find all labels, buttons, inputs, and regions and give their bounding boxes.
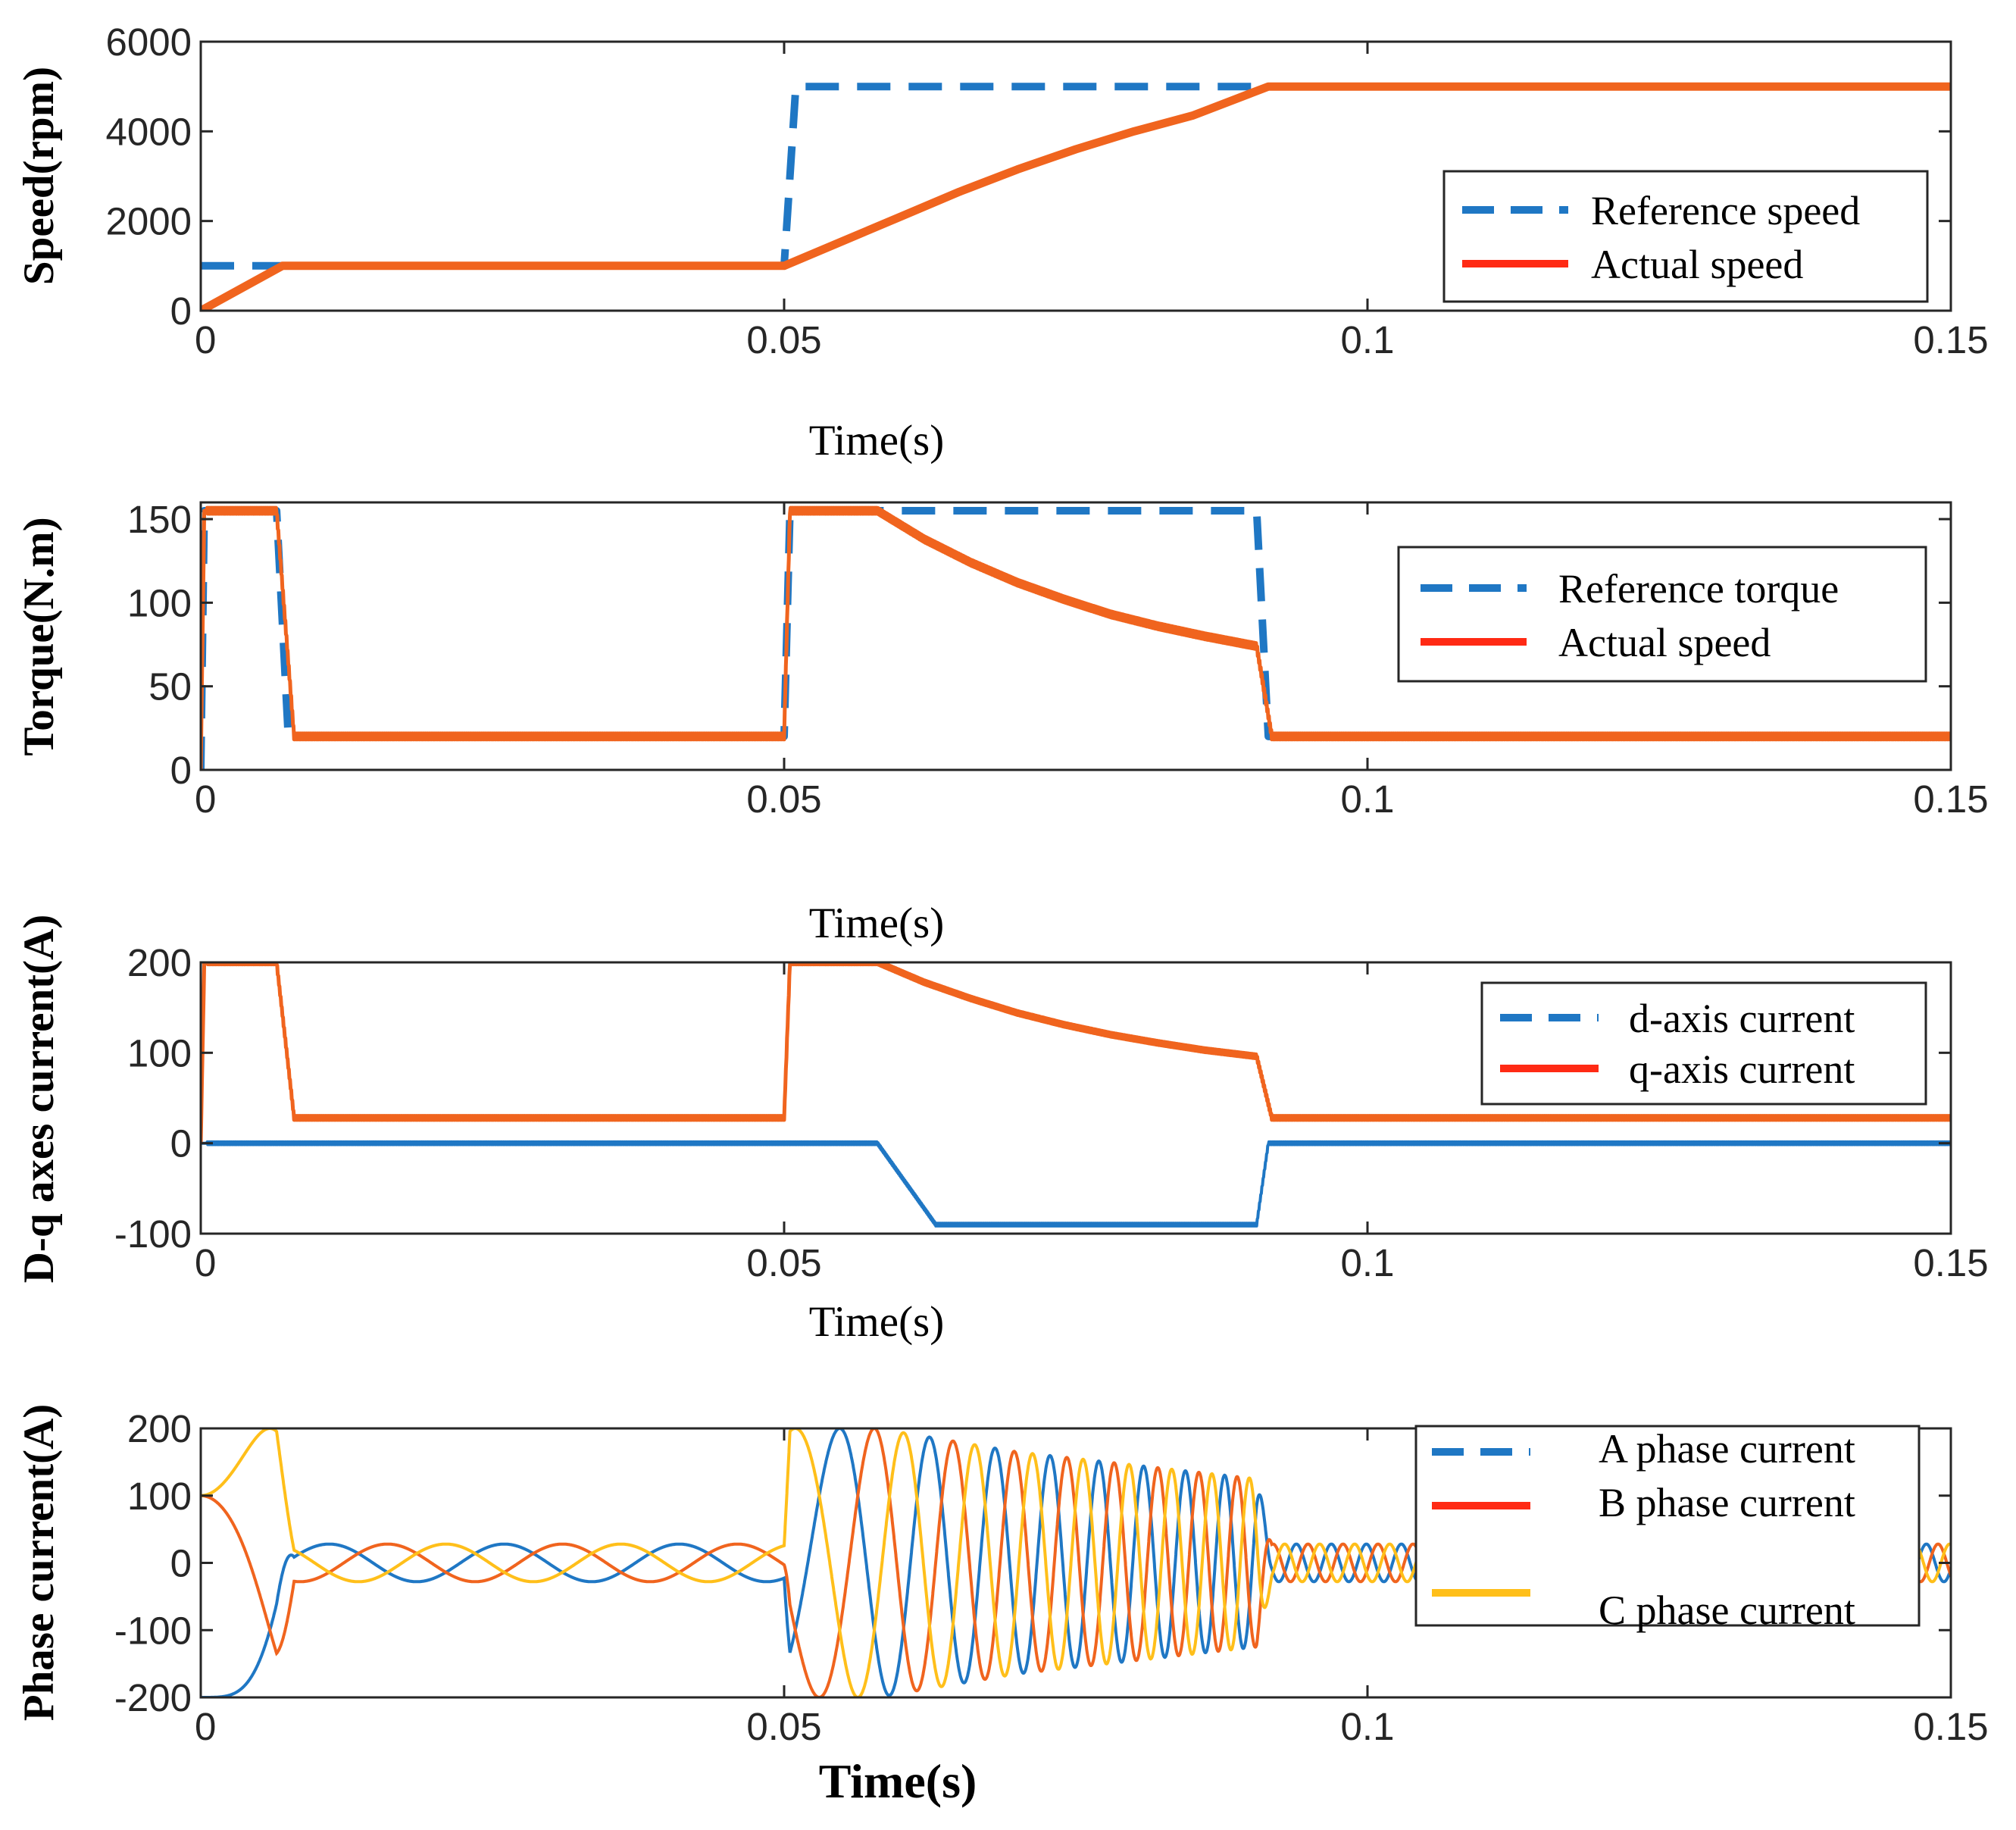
torque-series — [201, 505, 1951, 770]
torque-chart: 0 50 100 150 0 0.05 0.1 0.15 Torque(N.m) Time(… — [15, 498, 1989, 947]
phase-xlabel: Time(s) — [819, 1754, 977, 1808]
phase-ytick-label: -100 — [114, 1609, 192, 1652]
torque-xtick-label: 0.1 — [1341, 777, 1395, 821]
dq-series-q-axis-current — [201, 962, 1951, 1143]
speed-xtick-label: 0.05 — [746, 318, 821, 361]
dq-legend: d-axis current q-axis current — [1480, 981, 1927, 1106]
torque-legend-act-label: Actual speed — [1558, 620, 1771, 665]
speed-ytick-label: 4000 — [106, 110, 192, 153]
dq-ytick-label: 200 — [127, 941, 192, 984]
speed-xticks: 0 0.05 0.1 0.15 — [195, 42, 1989, 361]
torque-yticks: 0 50 100 150 — [127, 498, 1951, 792]
dq-xtick-label: 0.15 — [1913, 1241, 1988, 1284]
torque-series-actual-torque — [201, 505, 1951, 770]
torque-ytick-label: 150 — [127, 498, 192, 541]
phase-legend-c-label: C phase current — [1599, 1588, 1855, 1633]
phase-chart: -200 -100 0 100 200 0 0.05 0.1 0.15 Phase curre… — [15, 1404, 1989, 1808]
dq-series-d-axis-current — [201, 1140, 1951, 1228]
dq-ylabel: D-q axes current(A) — [15, 915, 63, 1284]
dq-ytick-label: 0 — [170, 1122, 192, 1165]
speed-xtick-label: 0.1 — [1341, 318, 1395, 361]
speed-xtick-label: 0 — [195, 318, 216, 361]
speed-legend-ref-label: Reference speed — [1591, 188, 1860, 233]
dq-xtick-label: 0 — [195, 1241, 216, 1284]
dq-xtick-label: 0.1 — [1341, 1241, 1395, 1284]
speed-series — [201, 82, 1951, 311]
speed-legend: Reference speed Actual speed — [1442, 170, 1929, 303]
dq-yticks: -100 0 100 200 — [114, 941, 1951, 1256]
torque-legend: Reference torque Actual speed — [1397, 546, 1927, 683]
phase-legend-b-label: B phase current — [1599, 1480, 1855, 1525]
speed-ytick-label: 0 — [170, 289, 192, 333]
dq-ytick-label: 100 — [127, 1031, 192, 1075]
speed-ytick-label: 6000 — [106, 20, 192, 64]
dq-ytick-label: -100 — [114, 1212, 192, 1256]
phase-ylabel: Phase current(A) — [15, 1404, 63, 1721]
dq-legend-d-label: d-axis current — [1629, 996, 1855, 1041]
phase-xtick-label: 0.05 — [746, 1705, 821, 1748]
phase-xtick-label: 0.1 — [1341, 1705, 1395, 1748]
phase-ytick-label: 200 — [127, 1407, 192, 1450]
speed-axes — [199, 40, 1952, 312]
phase-ytick-label: 0 — [170, 1542, 192, 1585]
torque-xtick-label: 0.05 — [746, 777, 821, 821]
phase-ytick-label: -200 — [114, 1676, 192, 1719]
speed-yticks: 0 2000 4000 6000 — [106, 20, 1951, 333]
speed-chart: 0 2000 4000 6000 0 0.05 0.1 0.15 Speed(rpm) Ti… — [15, 20, 1989, 465]
torque-ytick-label: 50 — [148, 665, 192, 709]
speed-series-actual-speed — [201, 82, 1951, 311]
torque-ylabel: Torque(N.m) — [15, 517, 63, 755]
phase-legend-a-label: A phase current — [1599, 1426, 1855, 1472]
dq-xtick-label: 0.05 — [746, 1241, 821, 1284]
phase-xtick-label: 0 — [195, 1705, 216, 1748]
dq-axes — [199, 961, 1952, 1235]
speed-ytick-label: 2000 — [106, 200, 192, 243]
dq-xticks: 0 0.05 0.1 0.15 — [195, 962, 1989, 1284]
torque-xtick-label: 0 — [195, 777, 216, 821]
phase-xtick-label: 0.15 — [1913, 1705, 1988, 1748]
speed-legend-act-label: Actual speed — [1591, 242, 1803, 287]
torque-xticks: 0 0.05 0.1 0.15 — [195, 502, 1989, 821]
speed-xlabel: Time(s) — [809, 417, 944, 465]
phase-yticks: -200 -100 0 100 200 — [114, 1407, 1951, 1719]
torque-ytick-label: 100 — [127, 581, 192, 624]
dq-legend-q-label: q-axis current — [1629, 1046, 1855, 1092]
dq-series — [201, 962, 1951, 1228]
speed-ylabel: Speed(rpm) — [15, 67, 63, 285]
torque-ytick-label: 0 — [170, 749, 192, 792]
torque-xtick-label: 0.15 — [1913, 777, 1988, 821]
speed-xtick-label: 0.15 — [1913, 318, 1988, 361]
torque-axes — [199, 501, 1952, 771]
torque-xlabel: Time(s) — [809, 899, 944, 947]
phase-xticks: 0 0.05 0.1 0.15 — [195, 1428, 1989, 1748]
dq-xlabel: Time(s) — [809, 1298, 944, 1346]
torque-legend-ref-label: Reference torque — [1558, 566, 1839, 612]
phase-ytick-label: 100 — [127, 1475, 192, 1518]
phase-legend: A phase current B phase current C phase … — [1414, 1425, 1921, 1633]
